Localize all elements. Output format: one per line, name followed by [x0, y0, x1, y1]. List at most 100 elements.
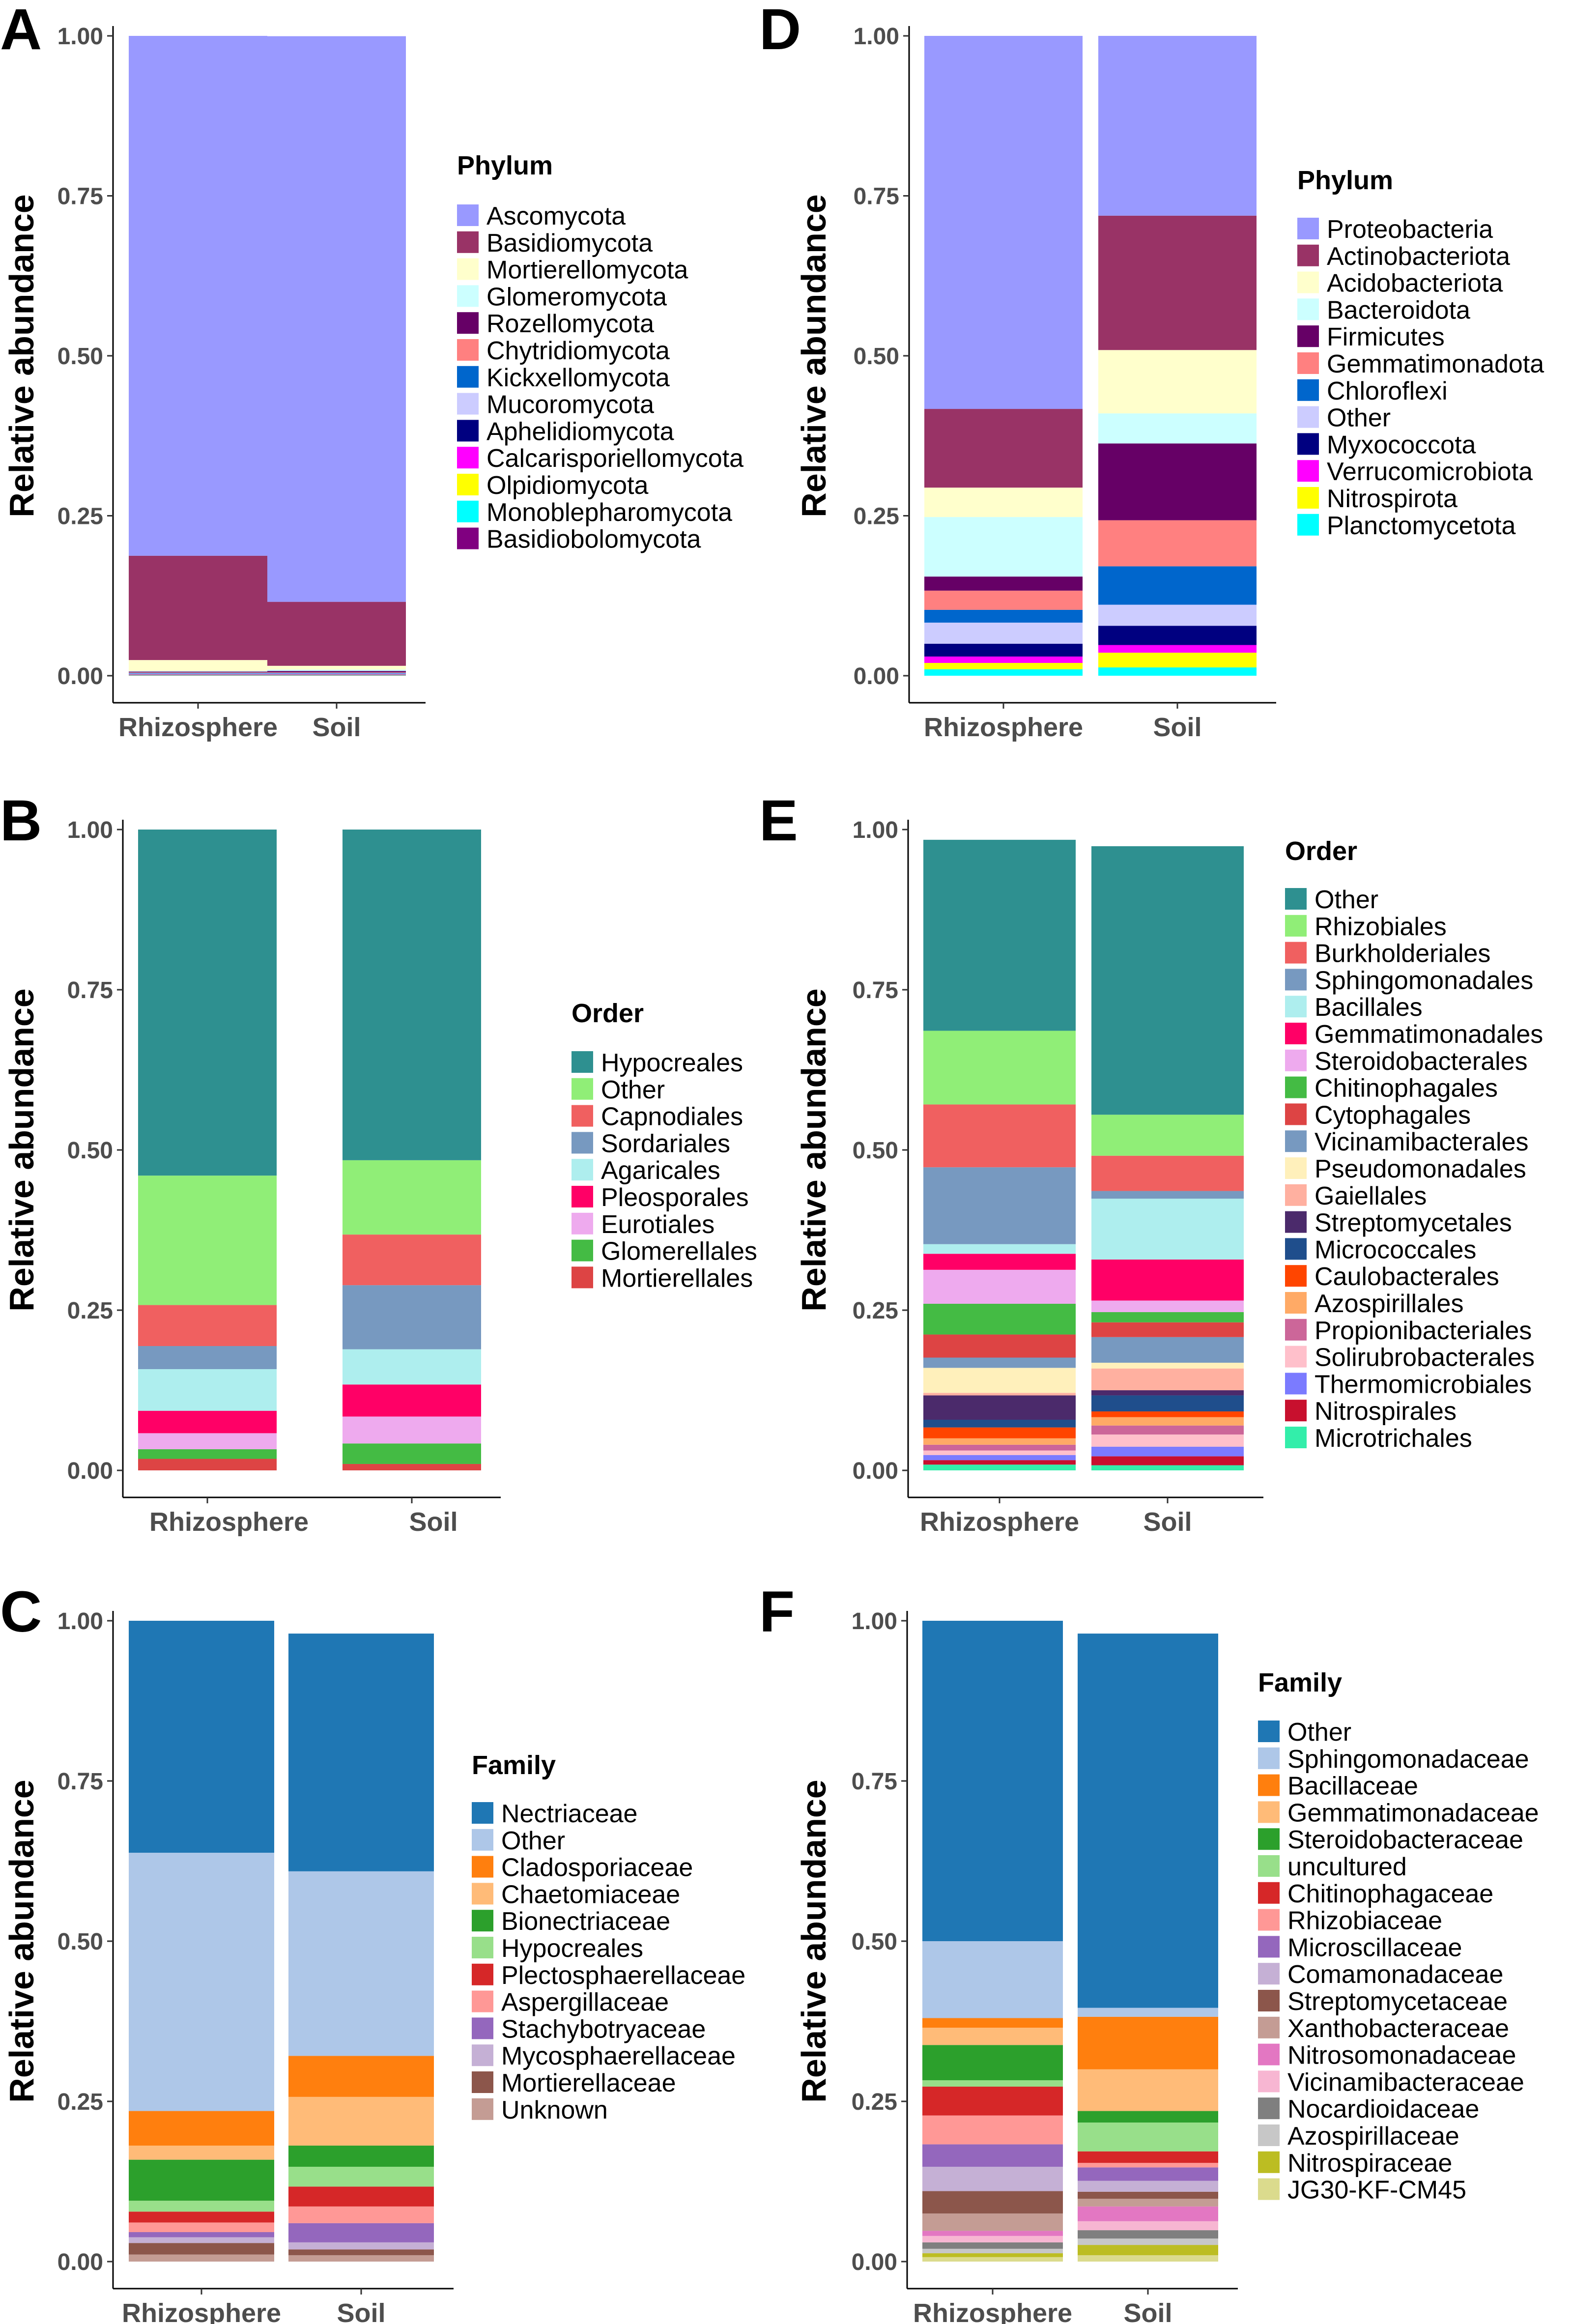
legend-swatch — [1285, 1346, 1307, 1368]
bar-rhizosphere — [923, 839, 1076, 1470]
y-tick-label: 0.75 — [67, 977, 113, 1004]
legend-swatch — [1258, 1828, 1280, 1850]
legend-label: Other — [1287, 1718, 1351, 1747]
legend-label: Xanthobacteraceae — [1287, 2014, 1509, 2043]
bar-segment-agaricales — [138, 1369, 277, 1411]
legend-label: Azospirillaceae — [1287, 2122, 1459, 2151]
bar-segment-bacteroidota — [924, 517, 1083, 577]
bar-segment-unknown — [288, 2255, 434, 2262]
legend-swatch — [572, 1212, 593, 1234]
bar-segment-jg30-kf-cm45 — [1078, 2255, 1218, 2262]
legend-swatch — [472, 2071, 493, 2093]
legend-item: Chitinophagales — [1285, 1074, 1498, 1103]
bar-segment-capnodiales — [343, 1234, 481, 1286]
legend-swatch — [572, 1239, 593, 1262]
legend-label: Mycosphaerellaceae — [501, 2042, 736, 2070]
bar-soil — [288, 1634, 434, 2262]
panel-letter: C — [0, 1579, 42, 1644]
legend-item: Other — [472, 1827, 565, 1855]
bar-segment-streptomycetales — [1091, 1390, 1244, 1396]
bar-segment-verrucomicrobiota — [1098, 645, 1257, 653]
legend-label: Cladosporiaceae — [501, 1854, 693, 1882]
legend-label: Nitrospirota — [1327, 485, 1458, 513]
legend-item: Kickxellomycota — [457, 364, 670, 392]
legend-item: Nectriaceae — [472, 1800, 637, 1828]
bar-segment-stachybotryaceae — [288, 2223, 434, 2242]
legend-label: Gemmatimonadaceae — [1287, 1799, 1539, 1827]
bar-soil — [1078, 1634, 1218, 2262]
legend-label: Agaricales — [601, 1156, 720, 1185]
legend-swatch — [1258, 1855, 1280, 1877]
x-tick-label: Soil — [337, 2298, 385, 2324]
legend-swatch — [457, 366, 479, 388]
legend-label: Bacteroidota — [1327, 296, 1470, 324]
legend-swatch — [1258, 2124, 1280, 2146]
legend-label: Propionibacteriales — [1315, 1317, 1532, 1345]
bar-segment-gemmatimonadota — [1098, 520, 1257, 567]
bar-rhizosphere — [138, 830, 277, 1470]
legend-item: Bacillaceae — [1258, 1772, 1418, 1801]
bar-segment-microscillaceae — [922, 2144, 1063, 2167]
legend-label: Nocardioidaceae — [1287, 2095, 1479, 2123]
bar-segment-planctomycetota — [1098, 667, 1257, 676]
bar-segment-burkholderiales — [1091, 1155, 1244, 1191]
legend: Order HypocrealesOtherCapnodialesSordaria… — [572, 999, 757, 1292]
legend-item: Mucoromycota — [457, 391, 654, 419]
legend-label: Other — [1327, 404, 1391, 432]
bar-segment-stachybotryaceae — [129, 2232, 274, 2238]
bar-segment-myxococcota — [1098, 626, 1257, 645]
bar-segment-solirubrobacterales — [1091, 1434, 1244, 1447]
legend-item: Propionibacteriales — [1285, 1317, 1532, 1345]
legend-swatch — [572, 1078, 593, 1100]
y-tick-label: 0.50 — [67, 1138, 113, 1164]
bar-segment-chitinophagales — [923, 1303, 1076, 1335]
legend-label: Mucoromycota — [486, 391, 654, 419]
legend-item: Acidobacteriota — [1297, 269, 1503, 298]
legend-label: Nitrospiraceae — [1287, 2149, 1452, 2178]
legend-label: Gemmatimonadota — [1327, 350, 1544, 378]
y-tick-label: 0.50 — [57, 1929, 103, 1955]
bar-segment-monoblepharomycota — [129, 675, 267, 676]
legend-item: Hypocreales — [472, 1934, 643, 1963]
legend-item: Sordariales — [572, 1129, 730, 1158]
bar-segment-thermomicrobiales — [923, 1455, 1076, 1461]
legend-swatch — [472, 2017, 493, 2039]
legend-swatch — [472, 1883, 493, 1905]
bar-segment-basidiobolomycota — [267, 675, 406, 676]
legend-swatch — [457, 258, 479, 280]
bar-segment-other — [923, 839, 1076, 1031]
legend-item: Solirubrobacterales — [1285, 1344, 1535, 1372]
bar-segment-burkholderiales — [923, 1104, 1076, 1168]
legend-label: Nitrospirales — [1315, 1397, 1457, 1426]
bar-segment-proteobacteria — [924, 36, 1083, 409]
panel-letter: A — [0, 0, 42, 62]
legend-swatch — [1258, 1721, 1280, 1742]
legend-swatch — [1285, 1319, 1307, 1341]
legend-item: Aspergillaceae — [472, 1988, 669, 2017]
legend: Order OtherRhizobialesBurkholderialesSphi… — [1285, 836, 1543, 1453]
legend-label: Pseudomonadales — [1315, 1155, 1526, 1183]
bar-segment-hypocreales — [288, 2167, 434, 2187]
legend-label: Rozellomycota — [486, 310, 654, 338]
legend-label: Microscillaceae — [1287, 1933, 1462, 1962]
legend-swatch — [1285, 1265, 1307, 1287]
legend-title: Family — [472, 1750, 556, 1780]
legend-label: Aphelidiomycota — [486, 417, 674, 446]
legend-label: Caulobacterales — [1315, 1262, 1499, 1291]
bar-segment-bionectriaceae — [288, 2145, 434, 2167]
y-tick-label: 0.25 — [57, 504, 103, 530]
legend-swatch — [1258, 1990, 1280, 2011]
bar-segment-mortierellaceae — [288, 2249, 434, 2255]
bar-rhizosphere — [129, 1621, 274, 2262]
bar-segment-streptomycetales — [923, 1395, 1076, 1420]
bar-segment-firmicutes — [1098, 443, 1257, 520]
bar-segment-nitrospirales — [1091, 1456, 1244, 1465]
y-tick-label: 0.50 — [854, 344, 899, 370]
legend-label: Hypocreales — [501, 1934, 643, 1963]
y-tick-label: 0.00 — [57, 663, 103, 689]
legend-swatch — [572, 1186, 593, 1207]
bar-segment-ascomycota — [129, 36, 267, 556]
bar-segment-gaiellales — [923, 1393, 1076, 1396]
y-tick-label: 0.00 — [67, 1458, 113, 1484]
bar-segment-steroidobacterales — [1091, 1300, 1244, 1312]
